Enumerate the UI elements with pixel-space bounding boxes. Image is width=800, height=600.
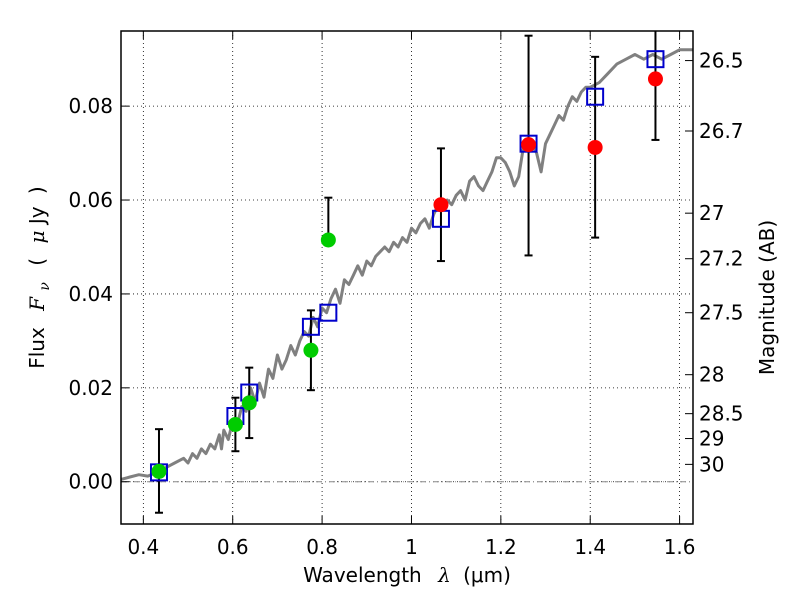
y-axis-label: Flux F ν ( μ Jy ) (25, 186, 54, 369)
y-tick-label: 0.06 (68, 188, 113, 212)
model-sed-line (121, 48, 693, 481)
x-tick-label: 1 (405, 535, 418, 559)
magnitude-axis-label: Magnitude (AB) (755, 220, 779, 375)
plot-series (121, 31, 693, 514)
x-tick-label: 0.6 (217, 535, 249, 559)
magnitude-tick-label: 28 (699, 363, 724, 387)
grid-lines (121, 31, 693, 524)
y-tick-label: 0.02 (68, 376, 113, 400)
model-flux-square (319, 303, 338, 322)
observed-ir-point (433, 197, 449, 213)
magnitude-tick-label: 26.7 (699, 119, 744, 143)
observed-optical-point (320, 232, 336, 248)
y-axis-label-mu: μ (25, 231, 49, 244)
x-tick-label: 0.4 (127, 535, 159, 559)
observed-ir-point (521, 137, 537, 153)
y-axis-label-unit: Jy (25, 206, 49, 226)
y-tick-label: 0.04 (68, 282, 113, 306)
axis-ticks: 0.4 0.6 0.8 1 1.2 1.4 1.6 0.00 0.02 0.04 0.06 0.08 2… (68, 31, 744, 559)
magnitude-tick-label: 27 (699, 201, 724, 225)
observed-optical-point (303, 342, 319, 358)
y-tick-label: 0.00 (68, 470, 113, 494)
y-tick-label: 0.08 (68, 94, 113, 118)
magnitude-tick-label: 28.5 (699, 402, 744, 426)
x-axis-label-unit: (μm) (463, 563, 511, 587)
y-axis-label-open: ( (25, 258, 49, 266)
model-flux-square (646, 50, 665, 69)
x-tick-label: 1.6 (664, 535, 696, 559)
observed-ir-point (587, 139, 603, 155)
observed-optical-point (241, 395, 257, 411)
x-tick-label: 1.4 (574, 535, 606, 559)
y-axis-label-subscript: ν (37, 282, 53, 291)
model-flux-square (301, 317, 320, 336)
observed-optical-point (151, 463, 167, 479)
observed-optical-point (227, 416, 243, 432)
observed-ir-point (647, 71, 663, 87)
x-axis-label: Wavelength λ (μm) (303, 563, 511, 587)
y-axis-label-symbol: F (25, 296, 49, 312)
x-axis-label-symbol: λ (437, 563, 451, 587)
magnitude-tick-label: 30 (699, 452, 724, 476)
y-axis-label-close: ) (25, 186, 49, 194)
magnitude-tick-label: 27.5 (699, 301, 744, 325)
y-axis-label-text: Flux (25, 327, 49, 369)
magnitude-tick-label: 29 (699, 427, 724, 451)
plot-frame (120, 30, 694, 525)
magnitude-tick-label: 27.2 (699, 247, 744, 271)
magnitude-tick-label: 26.5 (699, 49, 744, 73)
x-axis-label-text: Wavelength (303, 563, 422, 587)
x-tick-label: 0.8 (306, 535, 338, 559)
model-flux-square (586, 87, 605, 106)
x-tick-label: 1.2 (485, 535, 517, 559)
